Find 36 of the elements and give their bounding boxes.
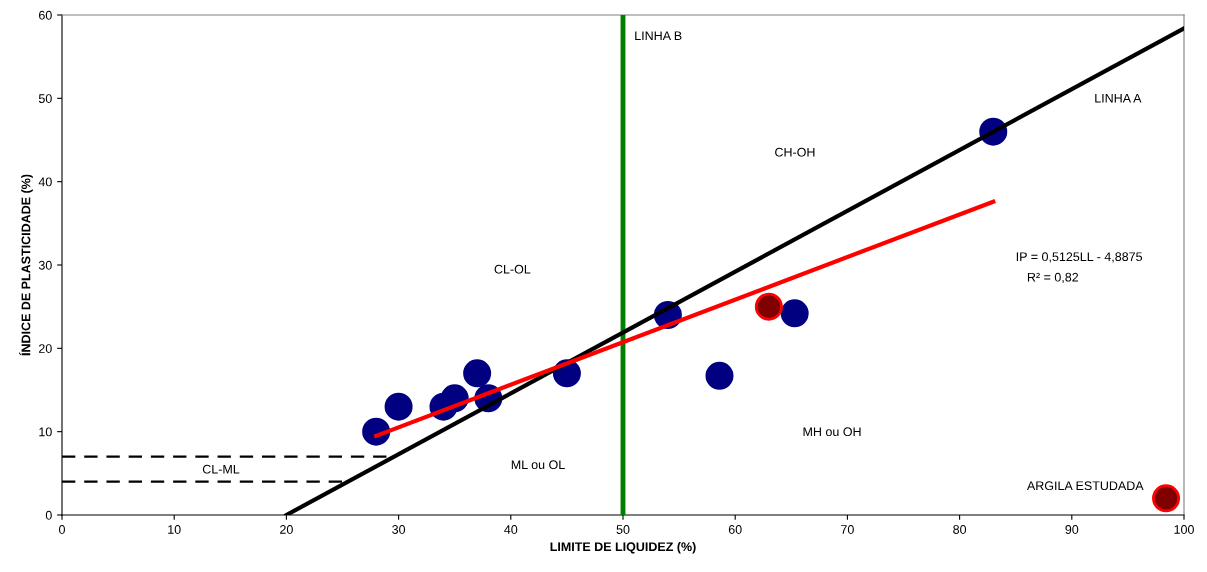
point bbox=[754, 292, 783, 321]
annotation: MH ou OH bbox=[803, 427, 861, 437]
x-tick-label: 80 bbox=[953, 525, 967, 534]
y-tick-label: 50 bbox=[38, 94, 52, 103]
x-tick-label: 40 bbox=[504, 525, 518, 534]
annotation: R² = 0,82 bbox=[1027, 272, 1079, 284]
annotation: CL-OL bbox=[494, 264, 531, 274]
x-tick-label: 0 bbox=[59, 525, 65, 534]
y-tick-label: 40 bbox=[38, 177, 52, 187]
y-tick-label: 0 bbox=[45, 510, 52, 520]
y-tick-label: 10 bbox=[39, 427, 52, 437]
annotation: CL-ML bbox=[202, 464, 240, 474]
annotation: LINHA B bbox=[635, 31, 682, 40]
point bbox=[705, 361, 734, 390]
y-axis-title: ÍNDICE DE PLASTICIDADE (%) bbox=[19, 174, 33, 356]
x-tick-label: 70 bbox=[841, 525, 854, 534]
point bbox=[1152, 484, 1181, 513]
y-tick-label: 30 bbox=[38, 260, 52, 270]
annotation: ARGILA ESTUDADA bbox=[1026, 481, 1144, 491]
x-tick-label: 100 bbox=[1174, 525, 1194, 534]
annotation: ML ou OL bbox=[511, 460, 565, 470]
x-tick-label: 90 bbox=[1065, 525, 1079, 534]
y-tick-label: 60 bbox=[39, 10, 52, 20]
x-tick-label: 20 bbox=[280, 525, 293, 534]
x-tick-label: 60 bbox=[728, 525, 742, 534]
annotation: LINHA A bbox=[1095, 93, 1142, 103]
x-tick-label: 50 bbox=[616, 525, 630, 534]
x-tick-label: 10 bbox=[168, 525, 181, 534]
x-axis-title: LIMITE DE LIQUIDEZ (%) bbox=[550, 541, 696, 554]
annotation: IP = 0,5125LL - 4,8875 bbox=[1016, 252, 1143, 263]
point bbox=[780, 299, 809, 328]
x-tick-label: 30 bbox=[392, 525, 406, 534]
y-tick-label: 20 bbox=[39, 344, 52, 353]
annotation: CH-OH bbox=[775, 147, 815, 157]
point bbox=[463, 359, 492, 388]
point bbox=[384, 392, 413, 421]
